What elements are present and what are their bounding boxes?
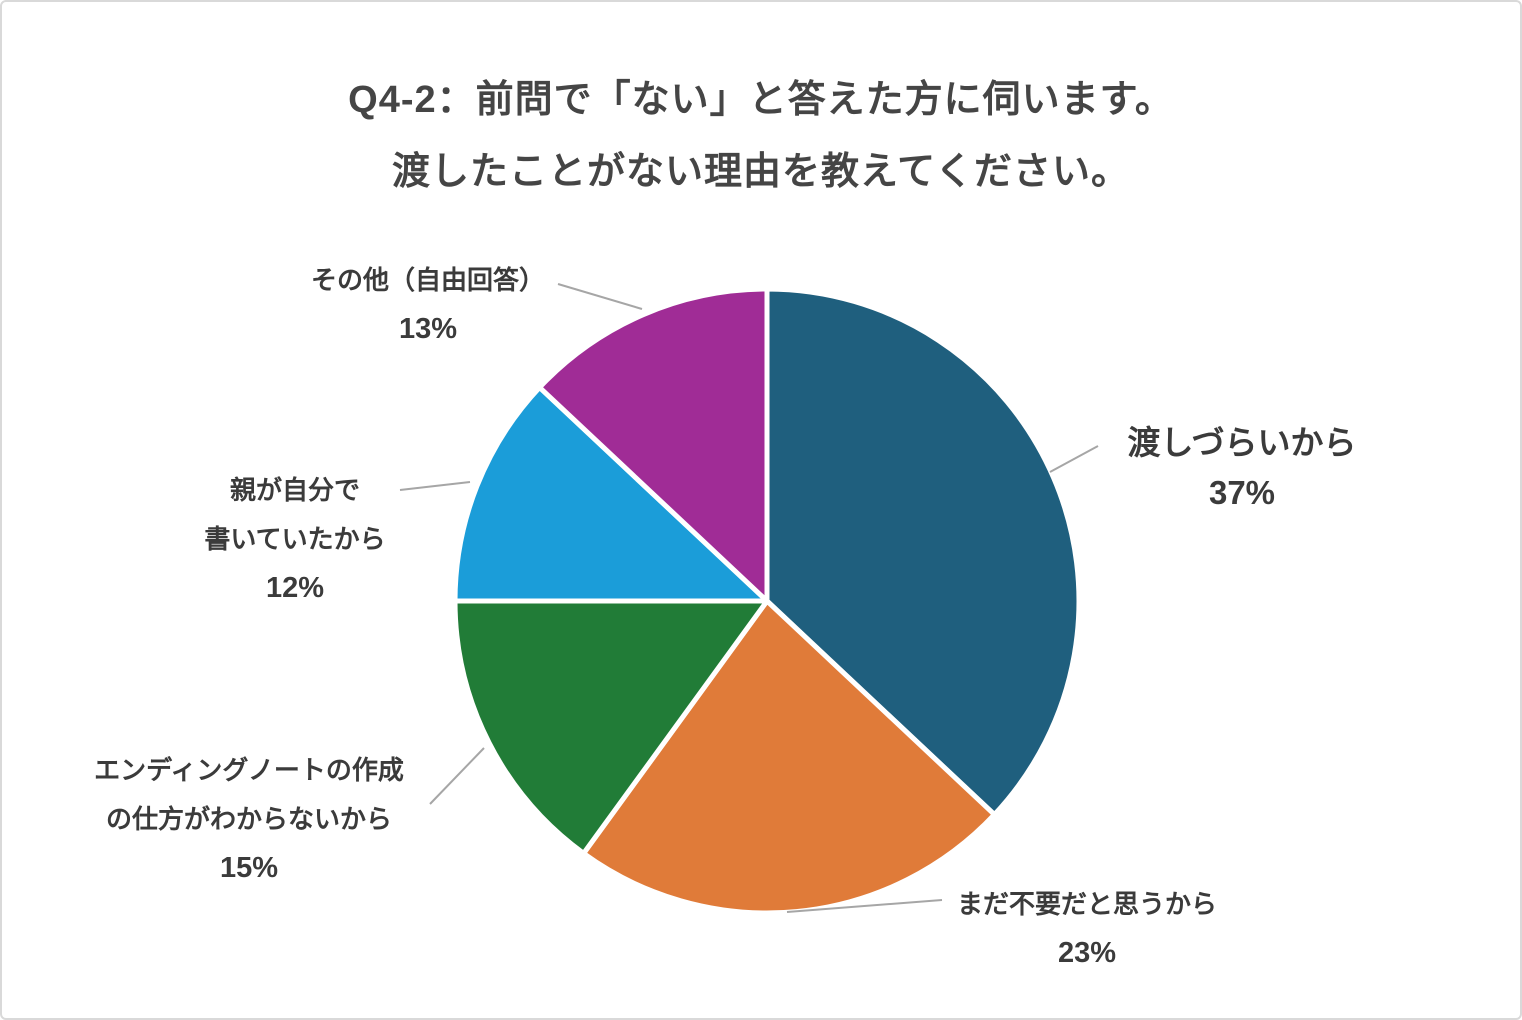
pie-slice-4 bbox=[452, 384, 770, 604]
slice-label-2: まだ不要だと思うから 23% bbox=[937, 880, 1237, 978]
slice-label-1: 渡しづらいから 37% bbox=[1092, 418, 1392, 518]
slice-label-5-value: 13% bbox=[398, 313, 458, 345]
slice-label-5-text: その他（自由回答） bbox=[310, 265, 545, 295]
slice-label-3-text-line1: エンディングノートの作成 bbox=[94, 755, 404, 785]
slice-label-4-text-line1: 親が自分で bbox=[229, 475, 360, 505]
slice-label-3-value: 15% bbox=[219, 852, 279, 884]
slice-label-2-text: まだ不要だと思うから bbox=[956, 889, 1217, 919]
slice-label-1-text: 渡しづらいから bbox=[1127, 424, 1357, 461]
slice-label-4-value: 12% bbox=[265, 572, 325, 604]
slice-label-4: 親が自分で 書いていたから 12% bbox=[142, 466, 448, 613]
leader-line-slice-5 bbox=[557, 283, 643, 310]
leader-line-slice-4 bbox=[399, 481, 471, 491]
leader-line-slice-1 bbox=[1049, 445, 1099, 473]
slice-label-4-text-line2: 書いていたから bbox=[204, 524, 386, 554]
slice-label-3: エンディングノートの作成 の仕方がわからないから 15% bbox=[60, 746, 438, 893]
slice-label-1-value: 37% bbox=[1208, 474, 1276, 511]
chart-title-line2: 渡したことがない理由を教えてください。 bbox=[392, 151, 1130, 193]
pie-slice-3 bbox=[452, 598, 770, 856]
chart-title-line1: Q4-2：前問で「ない」と答えた方に伺います。 bbox=[348, 79, 1174, 121]
chart-title: Q4-2：前問で「ない」と答えた方に伺います。 渡したことがない理由を教えてくだ… bbox=[2, 64, 1520, 208]
slice-label-3-text-line2: の仕方がわからないから bbox=[105, 804, 392, 834]
leader-line-slice-3 bbox=[429, 747, 485, 805]
slice-label-2-value: 23% bbox=[1057, 937, 1117, 969]
pie-slice-5 bbox=[537, 286, 770, 604]
pie-slice-1 bbox=[764, 286, 1082, 818]
leader-line-slice-2 bbox=[786, 899, 943, 913]
slice-label-5: その他（自由回答） 13% bbox=[280, 256, 576, 354]
